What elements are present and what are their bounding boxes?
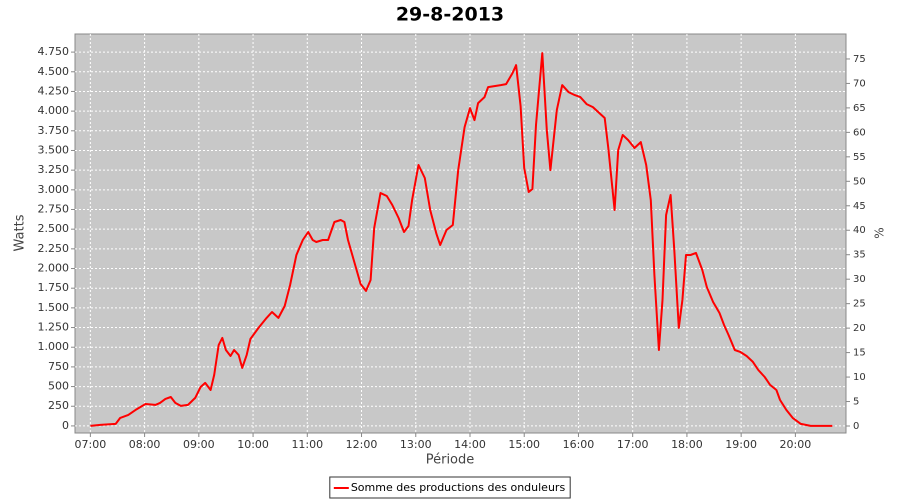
y2-tick-label: 35 <box>853 250 866 261</box>
y2-tick-label: 15 <box>853 348 866 359</box>
y2-tick-label: 55 <box>853 152 866 163</box>
x-tick-label: 16:00 <box>563 438 595 451</box>
y-tick-label: 750 <box>48 360 69 373</box>
y2-tick-label: 30 <box>853 274 866 285</box>
y-tick-label: 3.500 <box>38 143 70 156</box>
legend-box <box>329 476 571 499</box>
y-tick-label: 4.500 <box>38 65 70 78</box>
y-tick-label: 0 <box>62 419 69 432</box>
y2-tick-label: 10 <box>853 372 866 383</box>
legend-label: Somme des productions des onduleurs <box>351 481 566 494</box>
y-tick-label: 1.250 <box>38 321 70 334</box>
y2-tick-label: 25 <box>853 299 866 310</box>
chart-title: 29-8-2013 <box>396 4 504 26</box>
y-tick-label: 250 <box>48 399 69 412</box>
y-tick-label: 1.000 <box>38 340 70 353</box>
y-tick-label: 2.750 <box>38 202 70 215</box>
y-tick-label: 2.250 <box>38 242 70 255</box>
y2-tick-label: 40 <box>853 225 866 236</box>
y-tick-label: 1.750 <box>38 281 70 294</box>
x-tick-label: 19:00 <box>725 438 757 451</box>
y-tick-label: 3.750 <box>38 124 70 137</box>
y2-tick-label: 5 <box>853 397 859 408</box>
y-tick-label: 4.000 <box>38 104 70 117</box>
x-tick-label: 14:00 <box>454 438 486 451</box>
y2-tick-label: 70 <box>853 78 866 89</box>
x-tick-label: 07:00 <box>75 438 107 451</box>
y-tick-label: 500 <box>48 380 69 393</box>
x-tick-label: 10:00 <box>237 438 269 451</box>
x-axis-label: Période <box>426 453 475 468</box>
x-tick-label: 09:00 <box>183 438 215 451</box>
y-tick-label: 4.250 <box>38 84 70 97</box>
y-tick-label: 2.500 <box>38 222 70 235</box>
y2-tick-label: 65 <box>853 103 866 114</box>
plot-area <box>74 33 847 434</box>
y2-tick-label: 20 <box>853 323 866 334</box>
y2-tick-label: 0 <box>853 421 859 432</box>
x-tick-label: 12:00 <box>346 438 378 451</box>
y2-tick-label: 60 <box>853 127 866 138</box>
x-tick-label: 11:00 <box>291 438 323 451</box>
x-tick-label: 20:00 <box>780 438 812 451</box>
y2-tick-label: 45 <box>853 201 866 212</box>
y2-axis-label: % <box>873 227 887 238</box>
y-tick-label: 4.750 <box>38 45 70 58</box>
y-tick-label: 3.250 <box>38 163 70 176</box>
x-tick-label: 17:00 <box>617 438 649 451</box>
x-tick-label: 15:00 <box>508 438 540 451</box>
x-tick-label: 13:00 <box>400 438 432 451</box>
y-tick-label: 3.000 <box>38 183 70 196</box>
y-tick-label: 1.500 <box>38 301 70 314</box>
y2-tick-label: 75 <box>853 54 866 65</box>
x-tick-label: 08:00 <box>129 438 161 451</box>
y-axis-label: Watts <box>13 214 28 251</box>
x-tick-label: 18:00 <box>671 438 703 451</box>
data-line <box>90 52 833 427</box>
y2-tick-label: 50 <box>853 176 866 187</box>
y-tick-label: 2.000 <box>38 262 70 275</box>
